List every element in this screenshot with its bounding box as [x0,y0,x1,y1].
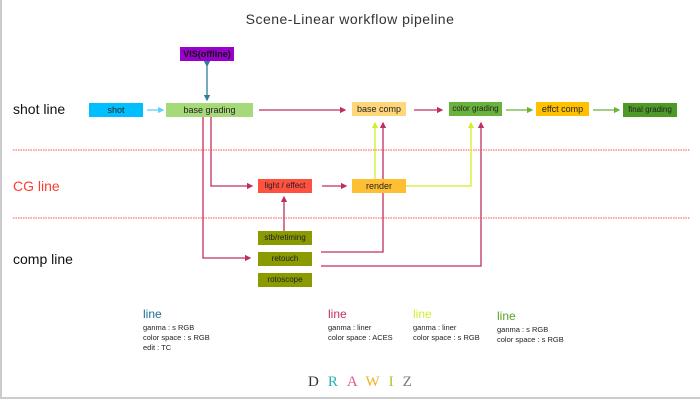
legend-line: edit : TC [143,343,172,352]
node-base-grading[interactable]: base grading [166,103,253,117]
node-render[interactable]: render [352,179,406,193]
link-retouch-color [321,121,485,267]
logo-letter: Z [402,374,421,390]
logo-letter: I [388,374,403,390]
node-light-effect[interactable]: light / effect [258,179,312,193]
legend-yellow: line ganma : liner color space : s RGB [413,307,480,343]
legend-line: ganma : s RGB [497,325,549,334]
legend-title: line [328,307,347,321]
legend-line: ganma : s RGB [143,323,195,332]
link-base-light [210,117,254,190]
legend-crimson: line ganma : liner color space : ACES [328,307,393,343]
legend-line: color space : s RGB [143,333,210,342]
diagram-title: Scene-Linear workflow pipeline [245,11,455,27]
node-effct-comp[interactable]: effct comp [536,102,589,116]
link-retouch-basecomp [321,121,387,253]
node-shot[interactable]: shot [89,103,143,117]
lane-shot-line: shot line [13,101,66,117]
node-color-grading[interactable]: color grading [449,102,502,116]
node-vis-offline[interactable]: VIS(offline) [180,47,234,61]
logo-letter: W [365,374,389,390]
logo-letter: A [346,374,366,390]
legend-title: line [143,307,162,321]
node-final-grading[interactable]: final grading [623,103,677,117]
legend-line: ganma : liner [328,323,372,332]
node-base-comp[interactable]: base comp [352,102,406,116]
logo-letter: D [308,374,328,390]
legend-title: line [497,309,516,323]
link-render-color [406,121,475,187]
node-rotoscope[interactable]: rotoscope [258,273,312,287]
drawiz-logo: DRAWIZ [308,374,421,391]
legend-line: color space : s RGB [497,335,564,344]
legend-green: line ganma : s RGB color space : s RGB [497,309,564,345]
logo-letter: R [327,374,347,390]
legend-line: color space : s RGB [413,333,480,342]
link-base-retouch [202,117,252,262]
legend-teal: line ganma : s RGB color space : s RGB e… [143,307,210,353]
node-stb-retiming[interactable]: stb/retiming [258,231,312,245]
legend-line: ganma : liner [413,323,457,332]
lane-comp-line: comp line [13,251,73,267]
lane-cg-line: CG line [13,178,60,194]
legend-line: color space : ACES [328,333,393,342]
legend-title: line [413,307,432,321]
node-retouch[interactable]: retouch [258,252,312,266]
